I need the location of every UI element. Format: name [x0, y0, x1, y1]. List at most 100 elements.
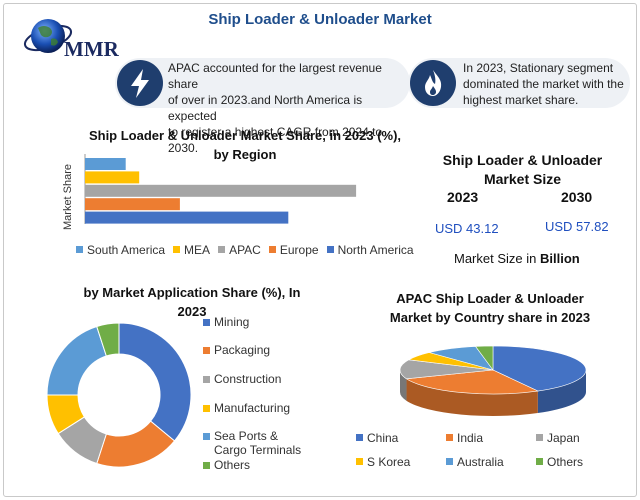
market-size-value-2030: USD 57.82 [545, 219, 609, 234]
pie-slice-china [492, 345, 587, 392]
donut-slice-sea-ports-cargo-terminals [46, 325, 107, 396]
logo-text: MMR [64, 37, 120, 61]
pie-chart-title-line: Market by Country share in 2023 [389, 310, 591, 325]
legend-item-north-america: North America [326, 243, 414, 257]
legend-item-mining: Mining [203, 315, 249, 329]
legend-label: Packaging [214, 343, 271, 357]
legend-item-others: Others [536, 455, 583, 469]
callout-stationary: In 2023, Stationary segment dominated th… [408, 58, 630, 108]
legend-item-south-america: South America [76, 243, 165, 257]
legend-item-s-korea: S Korea [356, 455, 410, 469]
pie-chart-3d [399, 345, 587, 416]
legend-label: Construction [214, 372, 282, 386]
callout-line: In 2023, Stationary segment [463, 61, 614, 75]
legend-label: Australia [457, 455, 504, 469]
legend-item-packaging: Packaging [203, 343, 270, 357]
legend-swatch [326, 246, 334, 253]
legend-swatch [356, 458, 363, 465]
market-size-note: Market Size in Billion [454, 251, 580, 266]
market-size-title-line: Market Size [483, 171, 562, 187]
legend-swatch [203, 405, 210, 412]
legend-label: MEA [184, 243, 211, 257]
legend-label: Mining [214, 315, 250, 329]
page-title: Ship Loader & Unloader Market [208, 11, 432, 28]
legend-item-mea: MEA [173, 243, 210, 257]
legend-swatch [268, 246, 276, 253]
bar-chart-title-line: Ship Loader & Unloader Market Share, in … [88, 128, 402, 143]
bar-mea [85, 171, 140, 184]
bar-chart: Market Share [62, 154, 357, 230]
legend-label: APAC [229, 243, 261, 257]
donut-chart-title-line: 2023 [177, 304, 207, 319]
market-size-year-2023: 2023 [447, 189, 479, 205]
legend-label: Others [214, 458, 251, 472]
legend-item-construction: Construction [203, 372, 281, 386]
legend-swatch [446, 458, 453, 465]
bar-chart-ylabel: Market Share [62, 164, 74, 230]
pie-slice-others [474, 345, 494, 371]
pie-side-india [406, 378, 538, 416]
legend-swatch [536, 434, 543, 441]
legend-swatch [356, 434, 363, 441]
market-size-title-line: Ship Loader & Unloader [442, 152, 603, 168]
legend-label: South America [87, 243, 166, 257]
legend-item-others: Others [203, 458, 250, 472]
legend-item-manufacturing: Manufacturing [203, 401, 290, 415]
pie-chart-legend: China India Japan S Korea Australia Others [356, 431, 606, 476]
market-size-value-2023: USD 43.12 [435, 221, 499, 236]
legend-item-apac: APAC [218, 243, 261, 257]
pie-slice-india [405, 369, 539, 395]
market-size-title: Ship Loader & Unloader Market Size [430, 151, 615, 189]
legend-label: India [457, 431, 484, 445]
legend-swatch [218, 246, 226, 253]
legend-label: Sea Ports & Cargo Terminals [214, 429, 302, 457]
legend-swatch [536, 458, 543, 465]
donut-chart-title: by Market Application Share (%), In 2023 [62, 283, 322, 321]
legend-swatch [203, 319, 210, 326]
donut-slice-mining [118, 322, 192, 442]
callout-line: highest market share. [463, 93, 579, 107]
lightning-icon [117, 60, 163, 106]
bar-europe [85, 198, 180, 211]
legend-label: S Korea [367, 455, 411, 469]
pie-chart-title: APAC Ship Loader & Unloader Market by Co… [375, 289, 605, 327]
legend-label: Japan [547, 431, 580, 445]
pie-slice-japan [399, 359, 494, 380]
legend-swatch [173, 246, 181, 253]
legend-item-japan: Japan [536, 431, 580, 445]
legend-swatch [203, 347, 210, 354]
callout-line: APAC accounted for the largest revenue s… [168, 61, 382, 91]
pie-chart-title-line: APAC Ship Loader & Unloader [396, 291, 584, 306]
donut-chart [46, 322, 192, 468]
donut-chart-title-line: by Market Application Share (%), In [83, 285, 301, 300]
callout-apac: APAC accounted for the largest revenue s… [115, 58, 410, 155]
legend-item-australia: Australia [446, 455, 504, 469]
legend-swatch [203, 462, 210, 469]
legend-swatch [446, 434, 453, 441]
market-size-note-prefix: Market Size in [454, 251, 540, 266]
bar-apac [85, 184, 357, 197]
legend-swatch [203, 433, 210, 440]
bar-south-america [85, 158, 126, 170]
legend-item-china: China [356, 431, 398, 445]
bar-chart-legend: South America MEA APAC Europe North America [76, 243, 422, 257]
mmr-logo: MMR [18, 12, 133, 62]
market-size-note-unit: Billion [539, 251, 580, 266]
market-size-year-2030: 2030 [561, 189, 593, 205]
flame-icon [410, 60, 456, 106]
callout-line: dominated the market with the [463, 77, 624, 91]
legend-swatch [76, 246, 83, 253]
legend-label: Others [547, 455, 584, 469]
legend-label: Manufacturing [214, 401, 291, 415]
legend-label: Europe [279, 243, 319, 257]
page-frame [3, 3, 637, 497]
legend-item-sea-ports-cargo-terminals: Sea Ports & Cargo Terminals [203, 429, 301, 457]
bar-north-america [85, 211, 289, 224]
legend-item-europe: Europe [268, 243, 319, 257]
legend-item-india: India [446, 431, 483, 445]
donut-slice-others [96, 322, 120, 357]
legend-swatch [203, 376, 210, 383]
pie-side-china [537, 370, 586, 414]
legend-label: China [367, 431, 399, 445]
bar-chart-title: Ship Loader & Unloader Market Share, in … [60, 126, 430, 164]
